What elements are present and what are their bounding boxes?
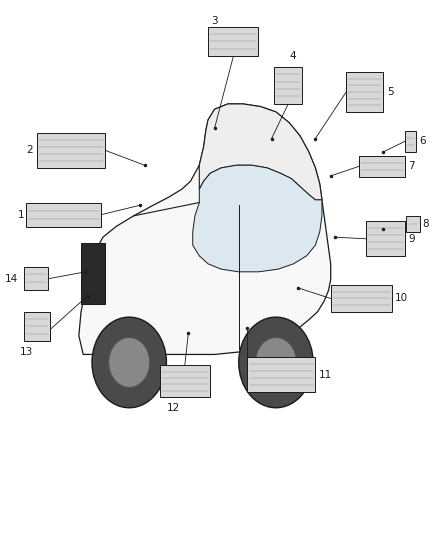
Text: 14: 14: [5, 274, 18, 284]
Text: 10: 10: [395, 294, 408, 303]
Bar: [24, 266, 48, 290]
Bar: [405, 131, 416, 152]
Text: 5: 5: [388, 87, 394, 97]
Bar: [37, 133, 105, 168]
Bar: [160, 365, 210, 397]
Bar: [24, 312, 50, 341]
Polygon shape: [79, 104, 331, 354]
Text: 2: 2: [26, 146, 33, 155]
Text: 11: 11: [318, 370, 332, 379]
Circle shape: [109, 337, 150, 387]
Bar: [359, 156, 405, 177]
Bar: [247, 357, 315, 392]
Bar: [406, 216, 420, 232]
Circle shape: [255, 337, 297, 387]
Text: 1: 1: [18, 210, 24, 220]
Bar: [26, 203, 101, 227]
Polygon shape: [199, 104, 322, 200]
Text: 3: 3: [211, 17, 218, 26]
Bar: [208, 27, 258, 56]
Text: 13: 13: [20, 347, 33, 357]
Circle shape: [239, 317, 313, 408]
Circle shape: [92, 317, 166, 408]
Text: 7: 7: [408, 161, 415, 171]
Bar: [331, 285, 392, 312]
Bar: [366, 221, 405, 256]
Text: 12: 12: [166, 403, 180, 413]
Text: 9: 9: [408, 234, 415, 244]
Text: 6: 6: [420, 136, 426, 146]
Polygon shape: [193, 165, 322, 272]
Bar: [81, 243, 105, 304]
Text: 8: 8: [423, 219, 429, 229]
Bar: [274, 67, 302, 104]
Text: 4: 4: [289, 51, 296, 61]
Bar: [346, 72, 383, 112]
